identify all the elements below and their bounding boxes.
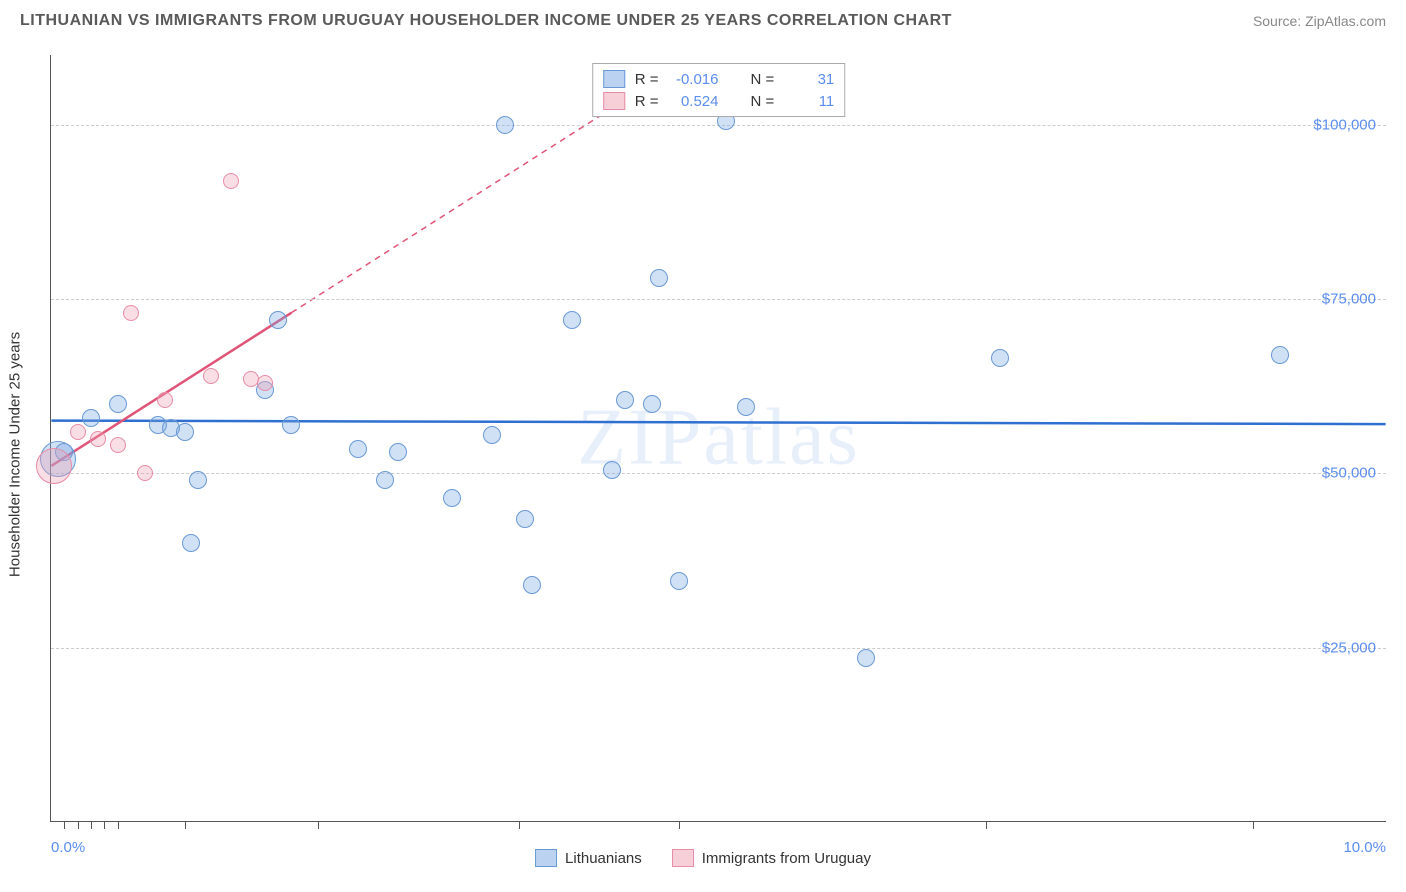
data-point <box>516 510 534 528</box>
x-tick <box>118 821 119 829</box>
x-tick <box>104 821 105 829</box>
y-tick-label: $100,000 <box>1313 116 1376 133</box>
data-point <box>603 461 621 479</box>
n-value: 31 <box>784 71 834 88</box>
r-label: R = <box>635 71 659 88</box>
r-label: R = <box>635 93 659 110</box>
stats-row: R = -0.016 N = 31 <box>603 68 835 90</box>
data-point <box>282 416 300 434</box>
data-point <box>176 423 194 441</box>
blue-swatch <box>535 849 557 867</box>
data-point <box>123 305 139 321</box>
data-point <box>563 311 581 329</box>
x-tick <box>519 821 520 829</box>
x-tick <box>318 821 319 829</box>
data-point <box>90 431 106 447</box>
x-tick <box>78 821 79 829</box>
legend-item: Lithuanians <box>535 849 642 867</box>
y-tick-label: $25,000 <box>1322 639 1376 656</box>
data-point <box>109 395 127 413</box>
x-tick <box>986 821 987 829</box>
y-axis-label: Householder Income Under 25 years <box>7 332 24 577</box>
data-point <box>389 443 407 461</box>
data-point <box>616 391 634 409</box>
y-tick-label: $75,000 <box>1322 291 1376 308</box>
x-tick <box>679 821 680 829</box>
chart-area: ZIPatlas R = -0.016 N = 31 R = 0.524 N = 11 $25… <box>50 55 1386 822</box>
data-point <box>670 572 688 590</box>
data-point <box>857 649 875 667</box>
x-min-label: 0.0% <box>51 839 85 856</box>
data-point <box>650 269 668 287</box>
data-point <box>36 448 72 484</box>
bottom-legend: Lithuanians Immigrants from Uruguay <box>535 849 871 867</box>
data-point <box>443 489 461 507</box>
data-point <box>991 349 1009 367</box>
y-tick-label: $50,000 <box>1322 465 1376 482</box>
trend-lines-svg <box>51 55 1386 821</box>
data-point <box>137 465 153 481</box>
data-point <box>376 471 394 489</box>
data-point <box>82 409 100 427</box>
stats-legend: R = -0.016 N = 31 R = 0.524 N = 11 <box>592 63 846 117</box>
gridline-h <box>51 299 1386 300</box>
data-point <box>203 368 219 384</box>
pink-swatch <box>603 92 625 110</box>
n-label: N = <box>751 71 775 88</box>
source-label: Source: ZipAtlas.com <box>1253 13 1386 29</box>
pink-swatch <box>672 849 694 867</box>
data-point <box>483 426 501 444</box>
x-tick <box>185 821 186 829</box>
x-tick <box>1253 821 1254 829</box>
data-point <box>189 471 207 489</box>
legend-label: Immigrants from Uruguay <box>702 850 871 867</box>
data-point <box>523 576 541 594</box>
x-max-label: 10.0% <box>1343 839 1386 856</box>
y-tick-labels: $25,000 $50,000 $75,000 $100,000 <box>1266 55 1386 821</box>
data-point <box>110 437 126 453</box>
blue-swatch <box>603 70 625 88</box>
data-point <box>643 395 661 413</box>
data-point <box>223 173 239 189</box>
data-point <box>349 440 367 458</box>
gridline-h <box>51 648 1386 649</box>
data-point <box>157 392 173 408</box>
x-tick <box>64 821 65 829</box>
stats-row: R = 0.524 N = 11 <box>603 90 835 112</box>
x-tick <box>91 821 92 829</box>
gridline-h <box>51 473 1386 474</box>
legend-label: Lithuanians <box>565 850 642 867</box>
data-point <box>496 116 514 134</box>
legend-item: Immigrants from Uruguay <box>672 849 871 867</box>
n-label: N = <box>751 93 775 110</box>
r-value: -0.016 <box>669 71 719 88</box>
r-value: 0.524 <box>669 93 719 110</box>
data-point <box>737 398 755 416</box>
n-value: 11 <box>784 93 834 110</box>
data-point <box>182 534 200 552</box>
data-point <box>269 311 287 329</box>
data-point <box>70 424 86 440</box>
chart-title: LITHUANIAN VS IMMIGRANTS FROM URUGUAY HO… <box>20 12 952 30</box>
plot-area: ZIPatlas <box>51 55 1386 821</box>
data-point <box>257 375 273 391</box>
